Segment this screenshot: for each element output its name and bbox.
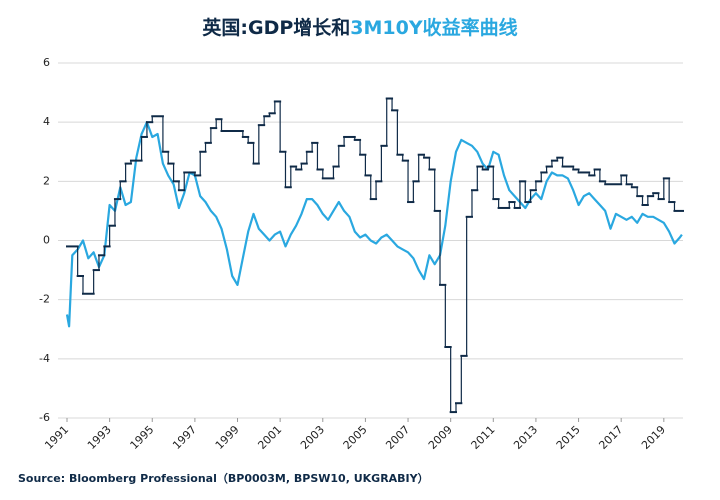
y-tick-label: -6 xyxy=(39,411,50,424)
x-tick-label: 2017 xyxy=(596,423,625,452)
source: Source: Bloomberg Professional（BP0003M, … xyxy=(18,472,429,485)
x-tick-label: 2011 xyxy=(469,423,498,452)
x-tick-label: 2015 xyxy=(554,423,583,452)
x-tick-label: 1993 xyxy=(85,423,114,452)
x-tick-label: 2019 xyxy=(639,423,668,452)
title-part: 英国:GDP增长和 xyxy=(202,16,350,39)
x-tick-label: 2013 xyxy=(511,423,540,452)
y-tick-label: -2 xyxy=(39,293,50,306)
x-tick-label: 1995 xyxy=(128,423,157,452)
x-tick-label: 2001 xyxy=(255,423,284,452)
y-tick-label: 2 xyxy=(43,174,50,187)
x-tick-label: 1999 xyxy=(213,423,242,452)
y-tick-label: 0 xyxy=(43,234,50,247)
x-tick-label: 1991 xyxy=(42,423,71,452)
title-part: 3M10Y收益率曲线 xyxy=(350,16,517,39)
y-tick-label: -4 xyxy=(39,352,50,365)
y-tick-label: 4 xyxy=(43,115,50,128)
series-line xyxy=(65,121,683,328)
x-tick-label: 2005 xyxy=(341,423,370,452)
chart-title: 英国:GDP增长和3M10Y收益率曲线 xyxy=(202,16,517,39)
x-tick-label: 2003 xyxy=(298,423,327,452)
x-tick-label: 2007 xyxy=(383,423,412,452)
y-tick-label: 6 xyxy=(43,56,50,69)
x-tick-label: 1997 xyxy=(170,423,199,452)
x-tick-label: 2009 xyxy=(426,423,455,452)
